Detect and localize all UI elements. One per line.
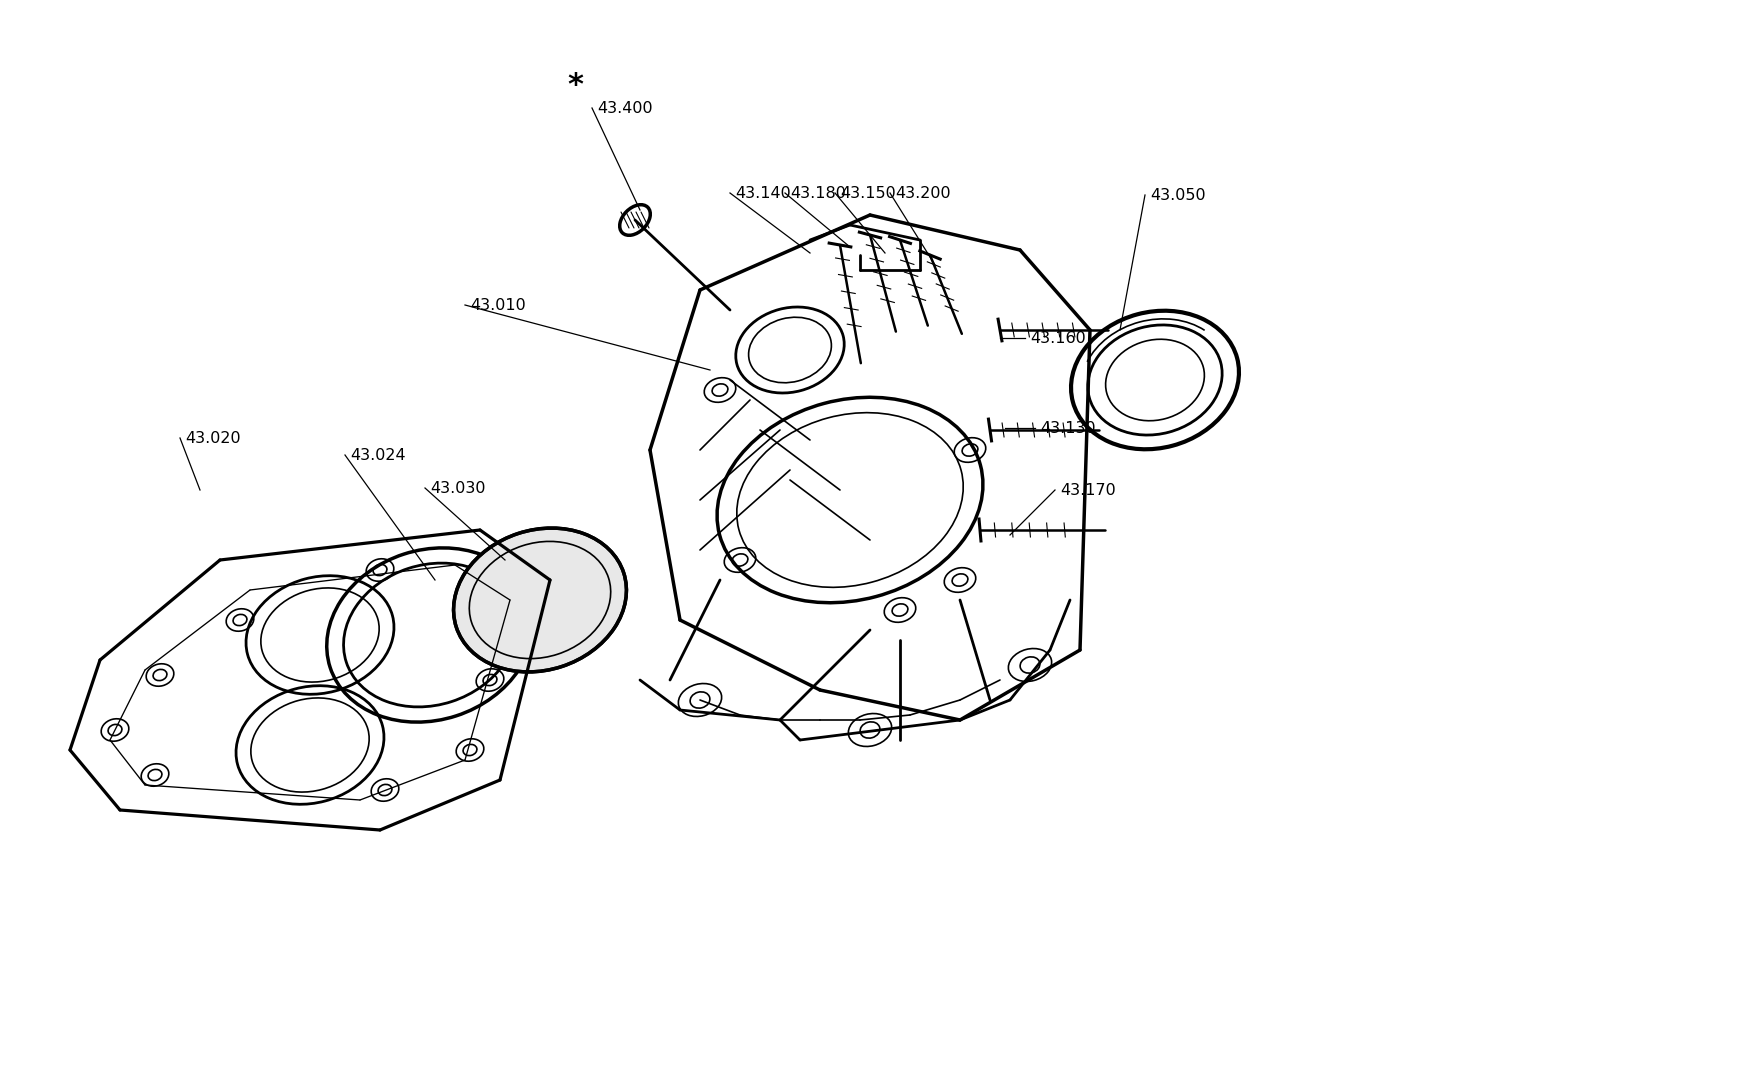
Text: 43.140: 43.140	[735, 185, 791, 201]
Text: 43.130: 43.130	[1040, 421, 1096, 436]
Text: *: *	[567, 71, 583, 99]
Text: 43.024: 43.024	[350, 448, 406, 462]
Ellipse shape	[453, 528, 626, 671]
Text: 43.010: 43.010	[471, 298, 525, 313]
Text: 43.160: 43.160	[1031, 330, 1085, 346]
Text: 43.030: 43.030	[430, 481, 485, 496]
Text: 43.050: 43.050	[1150, 187, 1206, 203]
Text: 43.180: 43.180	[789, 185, 845, 201]
Text: 43.400: 43.400	[597, 100, 653, 116]
Text: 43.170: 43.170	[1060, 483, 1116, 497]
Text: 43.200: 43.200	[894, 185, 950, 201]
Text: 43.150: 43.150	[840, 185, 896, 201]
Text: 43.020: 43.020	[186, 431, 242, 446]
